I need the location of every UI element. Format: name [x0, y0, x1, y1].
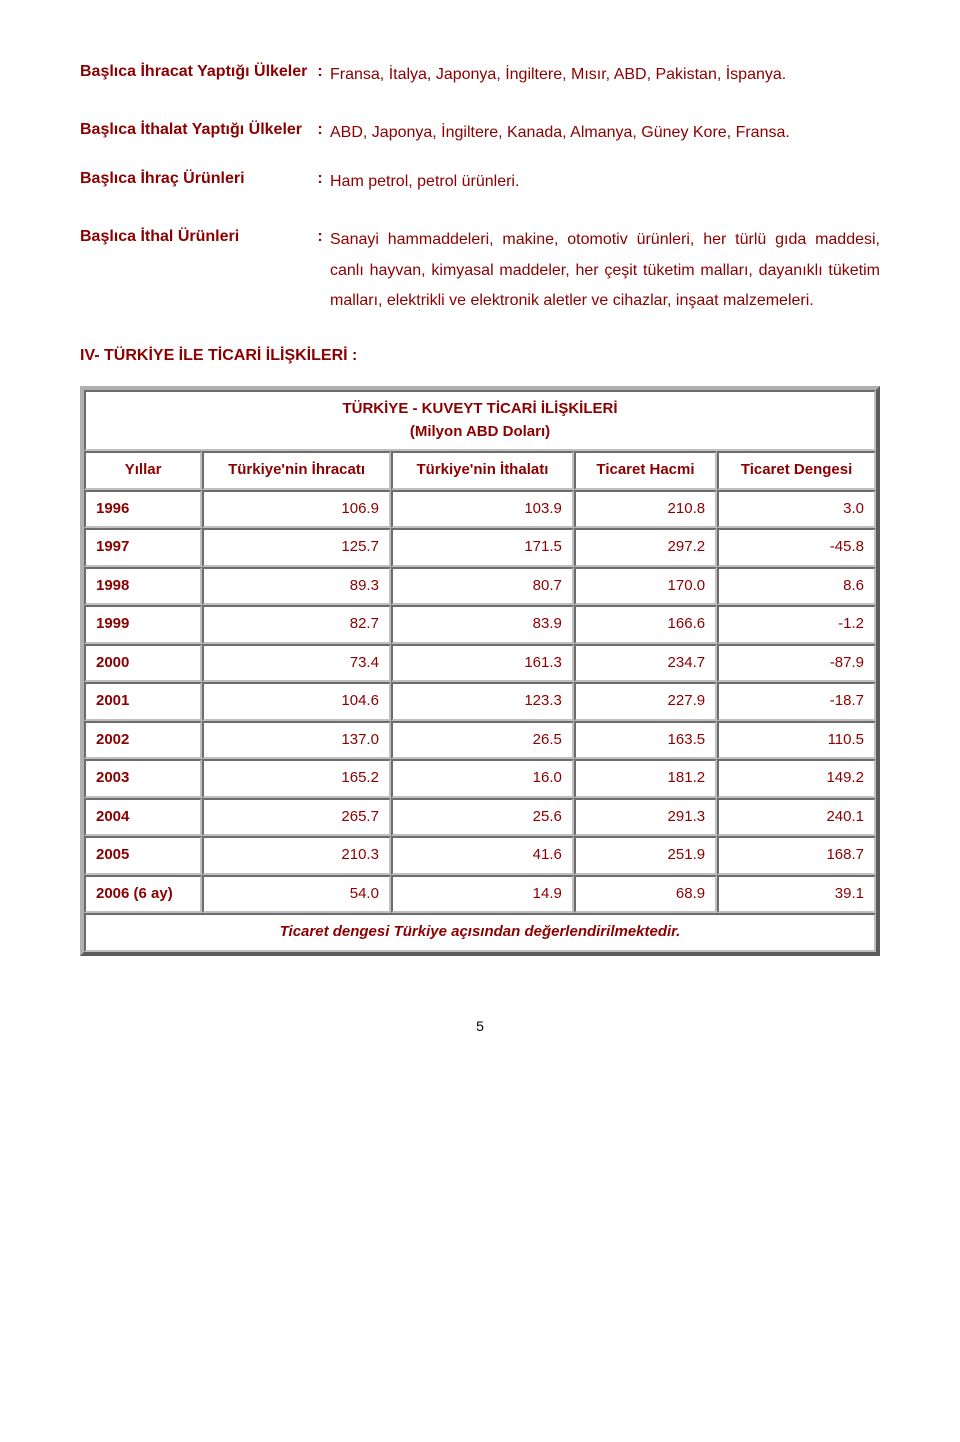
year-cell: 2002	[84, 721, 202, 760]
num-cell: 26.5	[391, 721, 574, 760]
num-cell: 163.5	[574, 721, 717, 760]
table-row: 200073.4161.3234.7-87.9	[84, 644, 876, 683]
num-cell: 106.9	[202, 490, 391, 529]
def-label: Başlıca İhraç Ürünleri	[80, 167, 310, 191]
def-label: Başlıca İhracat Yaptığı Ülkeler	[80, 60, 310, 84]
col-header: Ticaret Hacmi	[574, 451, 717, 490]
num-cell: 168.7	[717, 836, 876, 875]
trade-table: TÜRKİYE - KUVEYT TİCARİ İLİŞKİLERİ (Mily…	[80, 386, 880, 956]
year-cell: 2001	[84, 682, 202, 721]
num-cell: 125.7	[202, 528, 391, 567]
num-cell: 14.9	[391, 875, 574, 914]
num-cell: 123.3	[391, 682, 574, 721]
year-cell: 2006 (6 ay)	[84, 875, 202, 914]
table-row: 2002137.026.5163.5110.5	[84, 721, 876, 760]
definition-row: Başlıca İhraç Ürünleri : Ham petrol, pet…	[80, 167, 880, 197]
num-cell: 8.6	[717, 567, 876, 606]
num-cell: 39.1	[717, 875, 876, 914]
num-cell: 171.5	[391, 528, 574, 567]
num-cell: 73.4	[202, 644, 391, 683]
table-row: 2004265.725.6291.3240.1	[84, 798, 876, 837]
num-cell: -18.7	[717, 682, 876, 721]
num-cell: 89.3	[202, 567, 391, 606]
table-row: 1997125.7171.5297.2-45.8	[84, 528, 876, 567]
num-cell: -45.8	[717, 528, 876, 567]
num-cell: 297.2	[574, 528, 717, 567]
num-cell: 210.3	[202, 836, 391, 875]
num-cell: -1.2	[717, 605, 876, 644]
num-cell: 240.1	[717, 798, 876, 837]
year-cell: 2004	[84, 798, 202, 837]
def-label: Başlıca İthalat Yaptığı Ülkeler	[80, 118, 310, 142]
num-cell: 80.7	[391, 567, 574, 606]
num-cell: 16.0	[391, 759, 574, 798]
definition-row: Başlıca İhracat Yaptığı Ülkeler : Fransa…	[80, 60, 880, 90]
table-row: 1996106.9103.9210.83.0	[84, 490, 876, 529]
num-cell: 83.9	[391, 605, 574, 644]
col-header: Ticaret Dengesi	[717, 451, 876, 490]
table-row: 2005210.341.6251.9168.7	[84, 836, 876, 875]
year-cell: 2005	[84, 836, 202, 875]
table-row: 199982.783.9166.6-1.2	[84, 605, 876, 644]
num-cell: 110.5	[717, 721, 876, 760]
def-value: Fransa, İtalya, Japonya, İngiltere, Mısı…	[330, 60, 880, 90]
def-colon: :	[310, 118, 330, 142]
num-cell: 165.2	[202, 759, 391, 798]
num-cell: 3.0	[717, 490, 876, 529]
definition-row: Başlıca İthalat Yaptığı Ülkeler : ABD, J…	[80, 118, 880, 148]
table-title-line1: TÜRKİYE - KUVEYT TİCARİ İLİŞKİLERİ	[342, 400, 617, 417]
definition-row: Başlıca İthal Ürünleri : Sanayi hammadde…	[80, 225, 880, 316]
table-row: 2006 (6 ay)54.014.968.939.1	[84, 875, 876, 914]
col-header: Türkiye'nin İhracatı	[202, 451, 391, 490]
table-footer: Ticaret dengesi Türkiye açısından değerl…	[84, 913, 876, 952]
year-cell: 1997	[84, 528, 202, 567]
num-cell: 104.6	[202, 682, 391, 721]
def-colon: :	[310, 225, 330, 249]
table-row: 2001104.6123.3227.9-18.7	[84, 682, 876, 721]
num-cell: 25.6	[391, 798, 574, 837]
num-cell: 227.9	[574, 682, 717, 721]
def-value: ABD, Japonya, İngiltere, Kanada, Almanya…	[330, 118, 880, 148]
year-cell: 2000	[84, 644, 202, 683]
num-cell: 68.9	[574, 875, 717, 914]
year-cell: 2003	[84, 759, 202, 798]
num-cell: 210.8	[574, 490, 717, 529]
def-label: Başlıca İthal Ürünleri	[80, 225, 310, 249]
num-cell: 234.7	[574, 644, 717, 683]
def-colon: :	[310, 167, 330, 191]
year-cell: 1996	[84, 490, 202, 529]
num-cell: 161.3	[391, 644, 574, 683]
num-cell: 103.9	[391, 490, 574, 529]
table-title: TÜRKİYE - KUVEYT TİCARİ İLİŞKİLERİ (Mily…	[84, 390, 876, 451]
num-cell: 137.0	[202, 721, 391, 760]
num-cell: 149.2	[717, 759, 876, 798]
num-cell: 41.6	[391, 836, 574, 875]
num-cell: 170.0	[574, 567, 717, 606]
num-cell: 181.2	[574, 759, 717, 798]
section-heading: IV- TÜRKİYE İLE TİCARİ İLİŞKİLERİ :	[80, 344, 880, 368]
num-cell: -87.9	[717, 644, 876, 683]
def-colon: :	[310, 60, 330, 84]
num-cell: 291.3	[574, 798, 717, 837]
num-cell: 166.6	[574, 605, 717, 644]
num-cell: 54.0	[202, 875, 391, 914]
num-cell: 82.7	[202, 605, 391, 644]
table-header-row: Yıllar Türkiye'nin İhracatı Türkiye'nin …	[84, 451, 876, 490]
year-cell: 1999	[84, 605, 202, 644]
col-header: Yıllar	[84, 451, 202, 490]
table-title-line2: (Milyon ABD Doları)	[410, 423, 550, 440]
num-cell: 265.7	[202, 798, 391, 837]
num-cell: 251.9	[574, 836, 717, 875]
table-row: 199889.380.7170.08.6	[84, 567, 876, 606]
table-row: 2003165.216.0181.2149.2	[84, 759, 876, 798]
def-value: Sanayi hammaddeleri, makine, otomotiv ür…	[330, 225, 880, 316]
year-cell: 1998	[84, 567, 202, 606]
col-header: Türkiye'nin İthalatı	[391, 451, 574, 490]
def-value: Ham petrol, petrol ürünleri.	[330, 167, 880, 197]
page-number: 5	[80, 1016, 880, 1037]
